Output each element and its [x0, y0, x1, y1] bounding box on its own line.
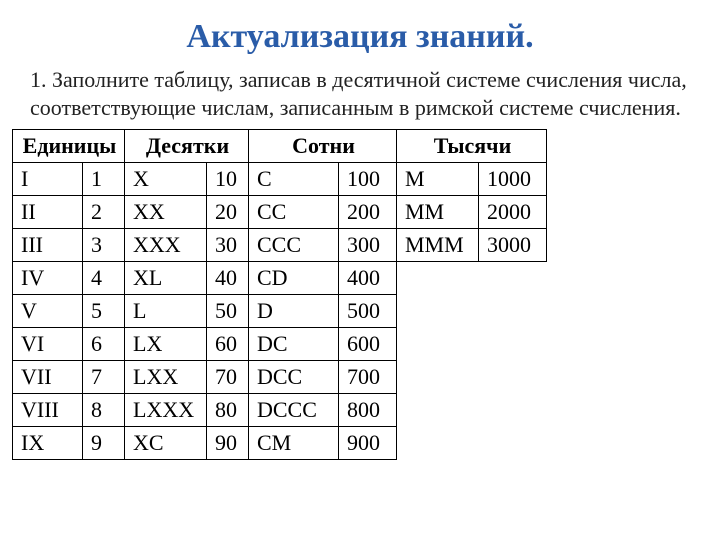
roman-cell: DCC — [249, 361, 339, 394]
table-row: VI6LX60DC600 — [13, 328, 547, 361]
roman-cell: CD — [249, 262, 339, 295]
table-row: I1X10C100M1000 — [13, 163, 547, 196]
roman-cell: MM — [397, 196, 479, 229]
col-header-hundreds: Сотни — [249, 130, 397, 163]
decimal-cell — [479, 427, 547, 460]
roman-cell: DC — [249, 328, 339, 361]
decimal-cell: 2 — [83, 196, 125, 229]
decimal-cell: 600 — [339, 328, 397, 361]
decimal-cell: 7 — [83, 361, 125, 394]
decimal-cell: 80 — [207, 394, 249, 427]
roman-cell: VII — [13, 361, 83, 394]
decimal-cell: 70 — [207, 361, 249, 394]
decimal-cell: 700 — [339, 361, 397, 394]
table-header-row: Единицы Десятки Сотни Тысячи — [13, 130, 547, 163]
roman-cell — [397, 262, 479, 295]
instruction-text: 1. Заполните таблицу, записав в десятичн… — [20, 66, 700, 129]
roman-cell: XX — [125, 196, 207, 229]
decimal-cell: 100 — [339, 163, 397, 196]
table-row: V5L50D500 — [13, 295, 547, 328]
roman-cell: VI — [13, 328, 83, 361]
roman-cell — [397, 427, 479, 460]
roman-cell: IX — [13, 427, 83, 460]
table-row: II2XX20CC200MM2000 — [13, 196, 547, 229]
roman-cell — [397, 328, 479, 361]
roman-cell: MMM — [397, 229, 479, 262]
roman-numerals-table: Единицы Десятки Сотни Тысячи I1X10C100M1… — [12, 129, 547, 460]
decimal-cell: 3 — [83, 229, 125, 262]
decimal-cell: 1000 — [479, 163, 547, 196]
table-row: IV4XL40CD400 — [13, 262, 547, 295]
roman-cell: C — [249, 163, 339, 196]
decimal-cell: 60 — [207, 328, 249, 361]
roman-cell: CCC — [249, 229, 339, 262]
roman-cell: LX — [125, 328, 207, 361]
roman-cell: LXXX — [125, 394, 207, 427]
roman-cell: XXX — [125, 229, 207, 262]
decimal-cell: 400 — [339, 262, 397, 295]
slide: Актуализация знаний. 1. Заполните таблиц… — [0, 0, 720, 540]
roman-cell: II — [13, 196, 83, 229]
roman-cell — [397, 295, 479, 328]
table-row: VIII8LXXX80DCCC800 — [13, 394, 547, 427]
decimal-cell: 8 — [83, 394, 125, 427]
roman-cell: M — [397, 163, 479, 196]
decimal-cell: 800 — [339, 394, 397, 427]
table-row: VII7LXX70DCC700 — [13, 361, 547, 394]
decimal-cell: 30 — [207, 229, 249, 262]
decimal-cell: 20 — [207, 196, 249, 229]
roman-cell: V — [13, 295, 83, 328]
roman-cell: XC — [125, 427, 207, 460]
roman-cell: VIII — [13, 394, 83, 427]
decimal-cell: 90 — [207, 427, 249, 460]
col-header-thousands: Тысячи — [397, 130, 547, 163]
roman-cell: DCCC — [249, 394, 339, 427]
roman-cell: CM — [249, 427, 339, 460]
decimal-cell: 900 — [339, 427, 397, 460]
decimal-cell: 6 — [83, 328, 125, 361]
roman-cell: D — [249, 295, 339, 328]
col-header-tens: Десятки — [125, 130, 249, 163]
roman-cell: CC — [249, 196, 339, 229]
decimal-cell: 10 — [207, 163, 249, 196]
table-row: IX9XC90CM900 — [13, 427, 547, 460]
roman-cell — [397, 361, 479, 394]
roman-cell — [397, 394, 479, 427]
roman-cell: IV — [13, 262, 83, 295]
roman-cell: X — [125, 163, 207, 196]
decimal-cell: 5 — [83, 295, 125, 328]
decimal-cell: 1 — [83, 163, 125, 196]
roman-cell: XL — [125, 262, 207, 295]
decimal-cell — [479, 262, 547, 295]
decimal-cell: 9 — [83, 427, 125, 460]
decimal-cell: 50 — [207, 295, 249, 328]
roman-numerals-table-wrap: Единицы Десятки Сотни Тысячи I1X10C100M1… — [12, 129, 700, 460]
decimal-cell — [479, 361, 547, 394]
decimal-cell — [479, 328, 547, 361]
decimal-cell: 4 — [83, 262, 125, 295]
decimal-cell: 300 — [339, 229, 397, 262]
decimal-cell — [479, 295, 547, 328]
table-row: III3XXX30CCC300MMM3000 — [13, 229, 547, 262]
page-title: Актуализация знаний. — [20, 18, 700, 56]
roman-cell: I — [13, 163, 83, 196]
decimal-cell: 2000 — [479, 196, 547, 229]
roman-cell: III — [13, 229, 83, 262]
decimal-cell: 200 — [339, 196, 397, 229]
col-header-units: Единицы — [13, 130, 125, 163]
decimal-cell: 3000 — [479, 229, 547, 262]
roman-cell: L — [125, 295, 207, 328]
decimal-cell: 500 — [339, 295, 397, 328]
roman-cell: LXX — [125, 361, 207, 394]
decimal-cell: 40 — [207, 262, 249, 295]
decimal-cell — [479, 394, 547, 427]
